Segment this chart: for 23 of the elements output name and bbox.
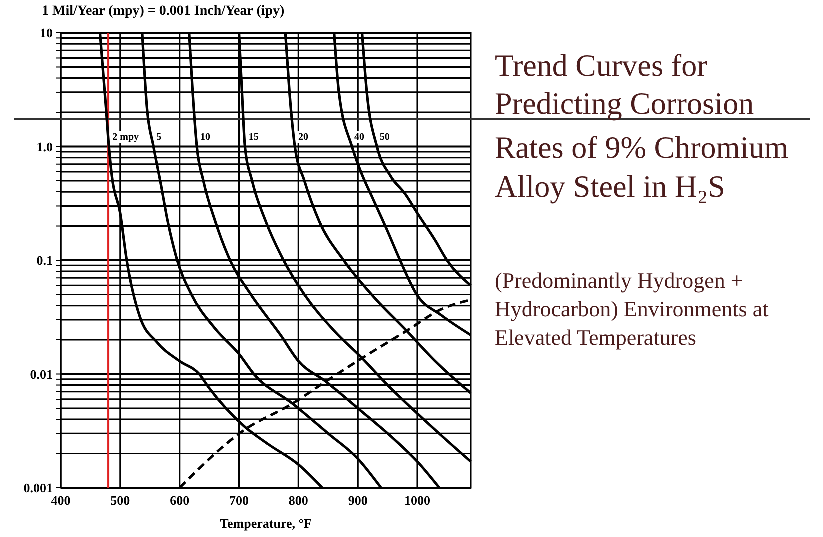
y-tick-label: 0.1	[36, 253, 53, 268]
x-tick-label: 500	[110, 493, 130, 508]
series-label: 5	[156, 132, 162, 143]
series-label: 20	[298, 132, 308, 143]
series-label: 10	[200, 132, 211, 143]
series-label: 40	[354, 132, 365, 143]
x-tick-label: 1000	[404, 493, 431, 508]
y-tick-label: 10	[40, 26, 53, 41]
x-tick-label: 800	[288, 493, 308, 508]
text: Trend Curves for Predicting Corrosion Rates of 9% Chromium Alloy Steel in H₂S	[495, 48, 789, 204]
x-tick-label: 700	[230, 493, 250, 508]
x-tick-label: 600	[170, 493, 190, 508]
series-label: 15	[248, 132, 259, 143]
x-tick-label: 900	[348, 493, 368, 508]
series-label: 2 mpy	[112, 132, 140, 143]
text: 1 Mil/Year (mpy) = 0.001 Inch/Year (ipy)	[42, 4, 286, 19]
text: (Predominantly Hydrogen + Hydrocarbon) Environments at Elevated Temperatures	[495, 268, 769, 350]
y-tick-label: 0.001	[24, 480, 53, 496]
y-tick-label: 0.01	[30, 366, 53, 382]
x-axis-title: Temperature, °F	[220, 516, 312, 531]
series-label: 50	[380, 132, 390, 143]
y-tick-label: 1.0	[36, 139, 53, 154]
x-tick-label: 400	[51, 493, 71, 508]
